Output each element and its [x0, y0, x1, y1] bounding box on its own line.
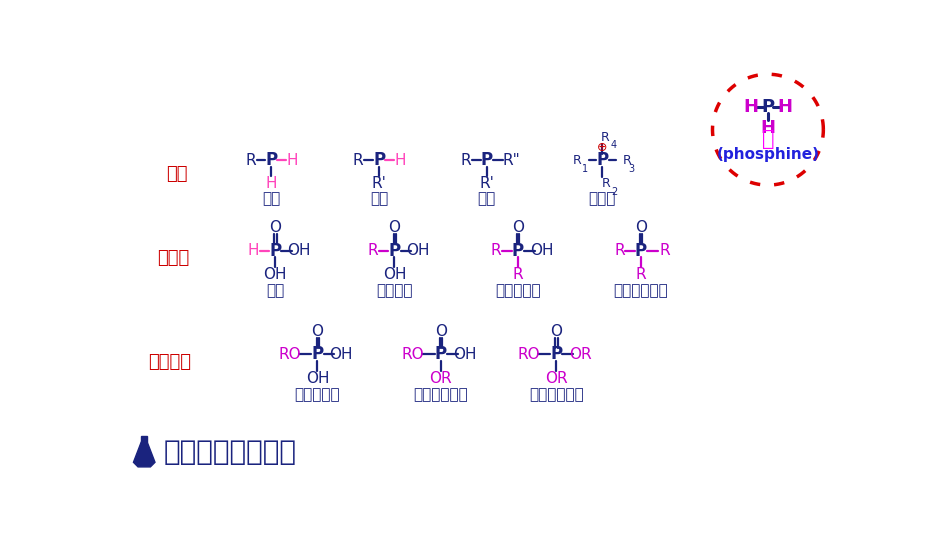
Polygon shape	[133, 442, 155, 467]
Text: R: R	[353, 153, 364, 168]
Text: P: P	[373, 151, 385, 170]
Text: OR: OR	[429, 371, 452, 386]
Text: 磷酸酯：: 磷酸酯：	[148, 353, 191, 371]
Text: 三烷基氧化膦: 三烷基氧化膦	[614, 283, 668, 298]
Text: P: P	[512, 241, 523, 259]
Text: H: H	[760, 119, 775, 137]
Text: 3: 3	[629, 164, 635, 173]
Text: O: O	[435, 324, 446, 339]
Text: H: H	[265, 176, 277, 191]
Text: 烷基膦酸: 烷基膦酸	[376, 283, 412, 298]
Text: P: P	[389, 241, 401, 259]
Text: H: H	[248, 243, 259, 258]
Text: H: H	[744, 97, 758, 116]
Text: 磷酸烷基酯: 磷酸烷基酯	[294, 387, 340, 402]
Text: R: R	[491, 243, 502, 258]
Text: R: R	[512, 267, 523, 282]
Text: R': R'	[480, 176, 494, 191]
Text: O: O	[312, 324, 323, 339]
Text: 膦酸：: 膦酸：	[158, 249, 190, 268]
Text: OH: OH	[530, 243, 553, 258]
Text: H: H	[286, 153, 297, 168]
Text: OR: OR	[569, 347, 591, 362]
Text: OH: OH	[287, 243, 311, 258]
Text: P: P	[312, 346, 324, 363]
Text: P: P	[265, 151, 277, 170]
Text: OH: OH	[263, 267, 287, 282]
Text: R: R	[461, 153, 471, 168]
Text: P: P	[269, 241, 281, 259]
Text: 有机磷化物的类别: 有机磷化物的类别	[163, 438, 296, 465]
Text: R: R	[601, 131, 610, 144]
Text: OH: OH	[383, 267, 407, 282]
Text: R: R	[573, 154, 581, 167]
Text: 仲膦: 仲膦	[370, 192, 389, 207]
Text: O: O	[512, 220, 523, 235]
Text: OH: OH	[453, 347, 476, 362]
Text: O: O	[550, 324, 562, 339]
Text: P: P	[550, 346, 562, 363]
Text: R": R"	[503, 153, 521, 168]
Text: RO: RO	[278, 347, 301, 362]
Text: P: P	[481, 151, 493, 170]
Text: H: H	[394, 153, 406, 168]
Text: 2: 2	[612, 187, 618, 197]
Text: OH: OH	[407, 243, 430, 258]
Text: ⊕: ⊕	[598, 141, 608, 154]
Polygon shape	[142, 436, 147, 442]
Text: RO: RO	[517, 347, 540, 362]
Text: 膦：: 膦：	[166, 165, 188, 182]
Text: R: R	[623, 154, 632, 167]
Text: H: H	[777, 97, 792, 116]
Text: R': R'	[371, 176, 387, 191]
Text: R: R	[636, 267, 646, 282]
Text: 膦酸: 膦酸	[266, 283, 284, 298]
Text: P: P	[597, 151, 608, 170]
Text: R: R	[368, 243, 378, 258]
Text: O: O	[269, 220, 281, 235]
Text: (phosphine): (phosphine)	[716, 147, 820, 162]
Text: O: O	[635, 220, 647, 235]
Text: 磷酸二烷基酯: 磷酸二烷基酯	[413, 387, 468, 402]
Text: 季鏻盐: 季鏻盐	[589, 192, 616, 207]
Text: 磷酸三烷基酯: 磷酸三烷基酯	[529, 387, 583, 402]
Text: OH: OH	[306, 371, 330, 386]
Text: R: R	[659, 243, 670, 258]
Text: 膦: 膦	[762, 129, 774, 149]
Text: 叔膦: 叔膦	[478, 192, 496, 207]
Text: R: R	[245, 153, 256, 168]
Text: OH: OH	[330, 347, 353, 362]
Text: 1: 1	[581, 164, 588, 173]
Text: P: P	[761, 97, 774, 116]
Text: P: P	[635, 241, 647, 259]
Text: R: R	[602, 177, 611, 190]
Text: P: P	[434, 346, 446, 363]
Text: O: O	[389, 220, 401, 235]
Text: 4: 4	[611, 140, 617, 150]
Text: 二烷基膦酸: 二烷基膦酸	[495, 283, 541, 298]
Text: 伯膦: 伯膦	[262, 192, 280, 207]
Text: OR: OR	[545, 371, 567, 386]
Text: RO: RO	[402, 347, 425, 362]
Text: R: R	[614, 243, 625, 258]
